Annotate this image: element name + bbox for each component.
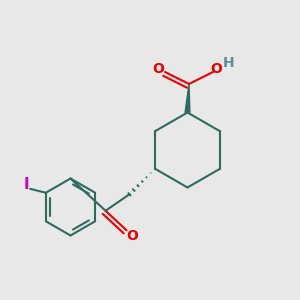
Text: I: I bbox=[24, 177, 29, 193]
Polygon shape bbox=[185, 84, 190, 112]
Text: O: O bbox=[152, 62, 164, 76]
Text: H: H bbox=[223, 56, 235, 70]
Text: O: O bbox=[210, 62, 222, 76]
Text: O: O bbox=[126, 229, 138, 243]
